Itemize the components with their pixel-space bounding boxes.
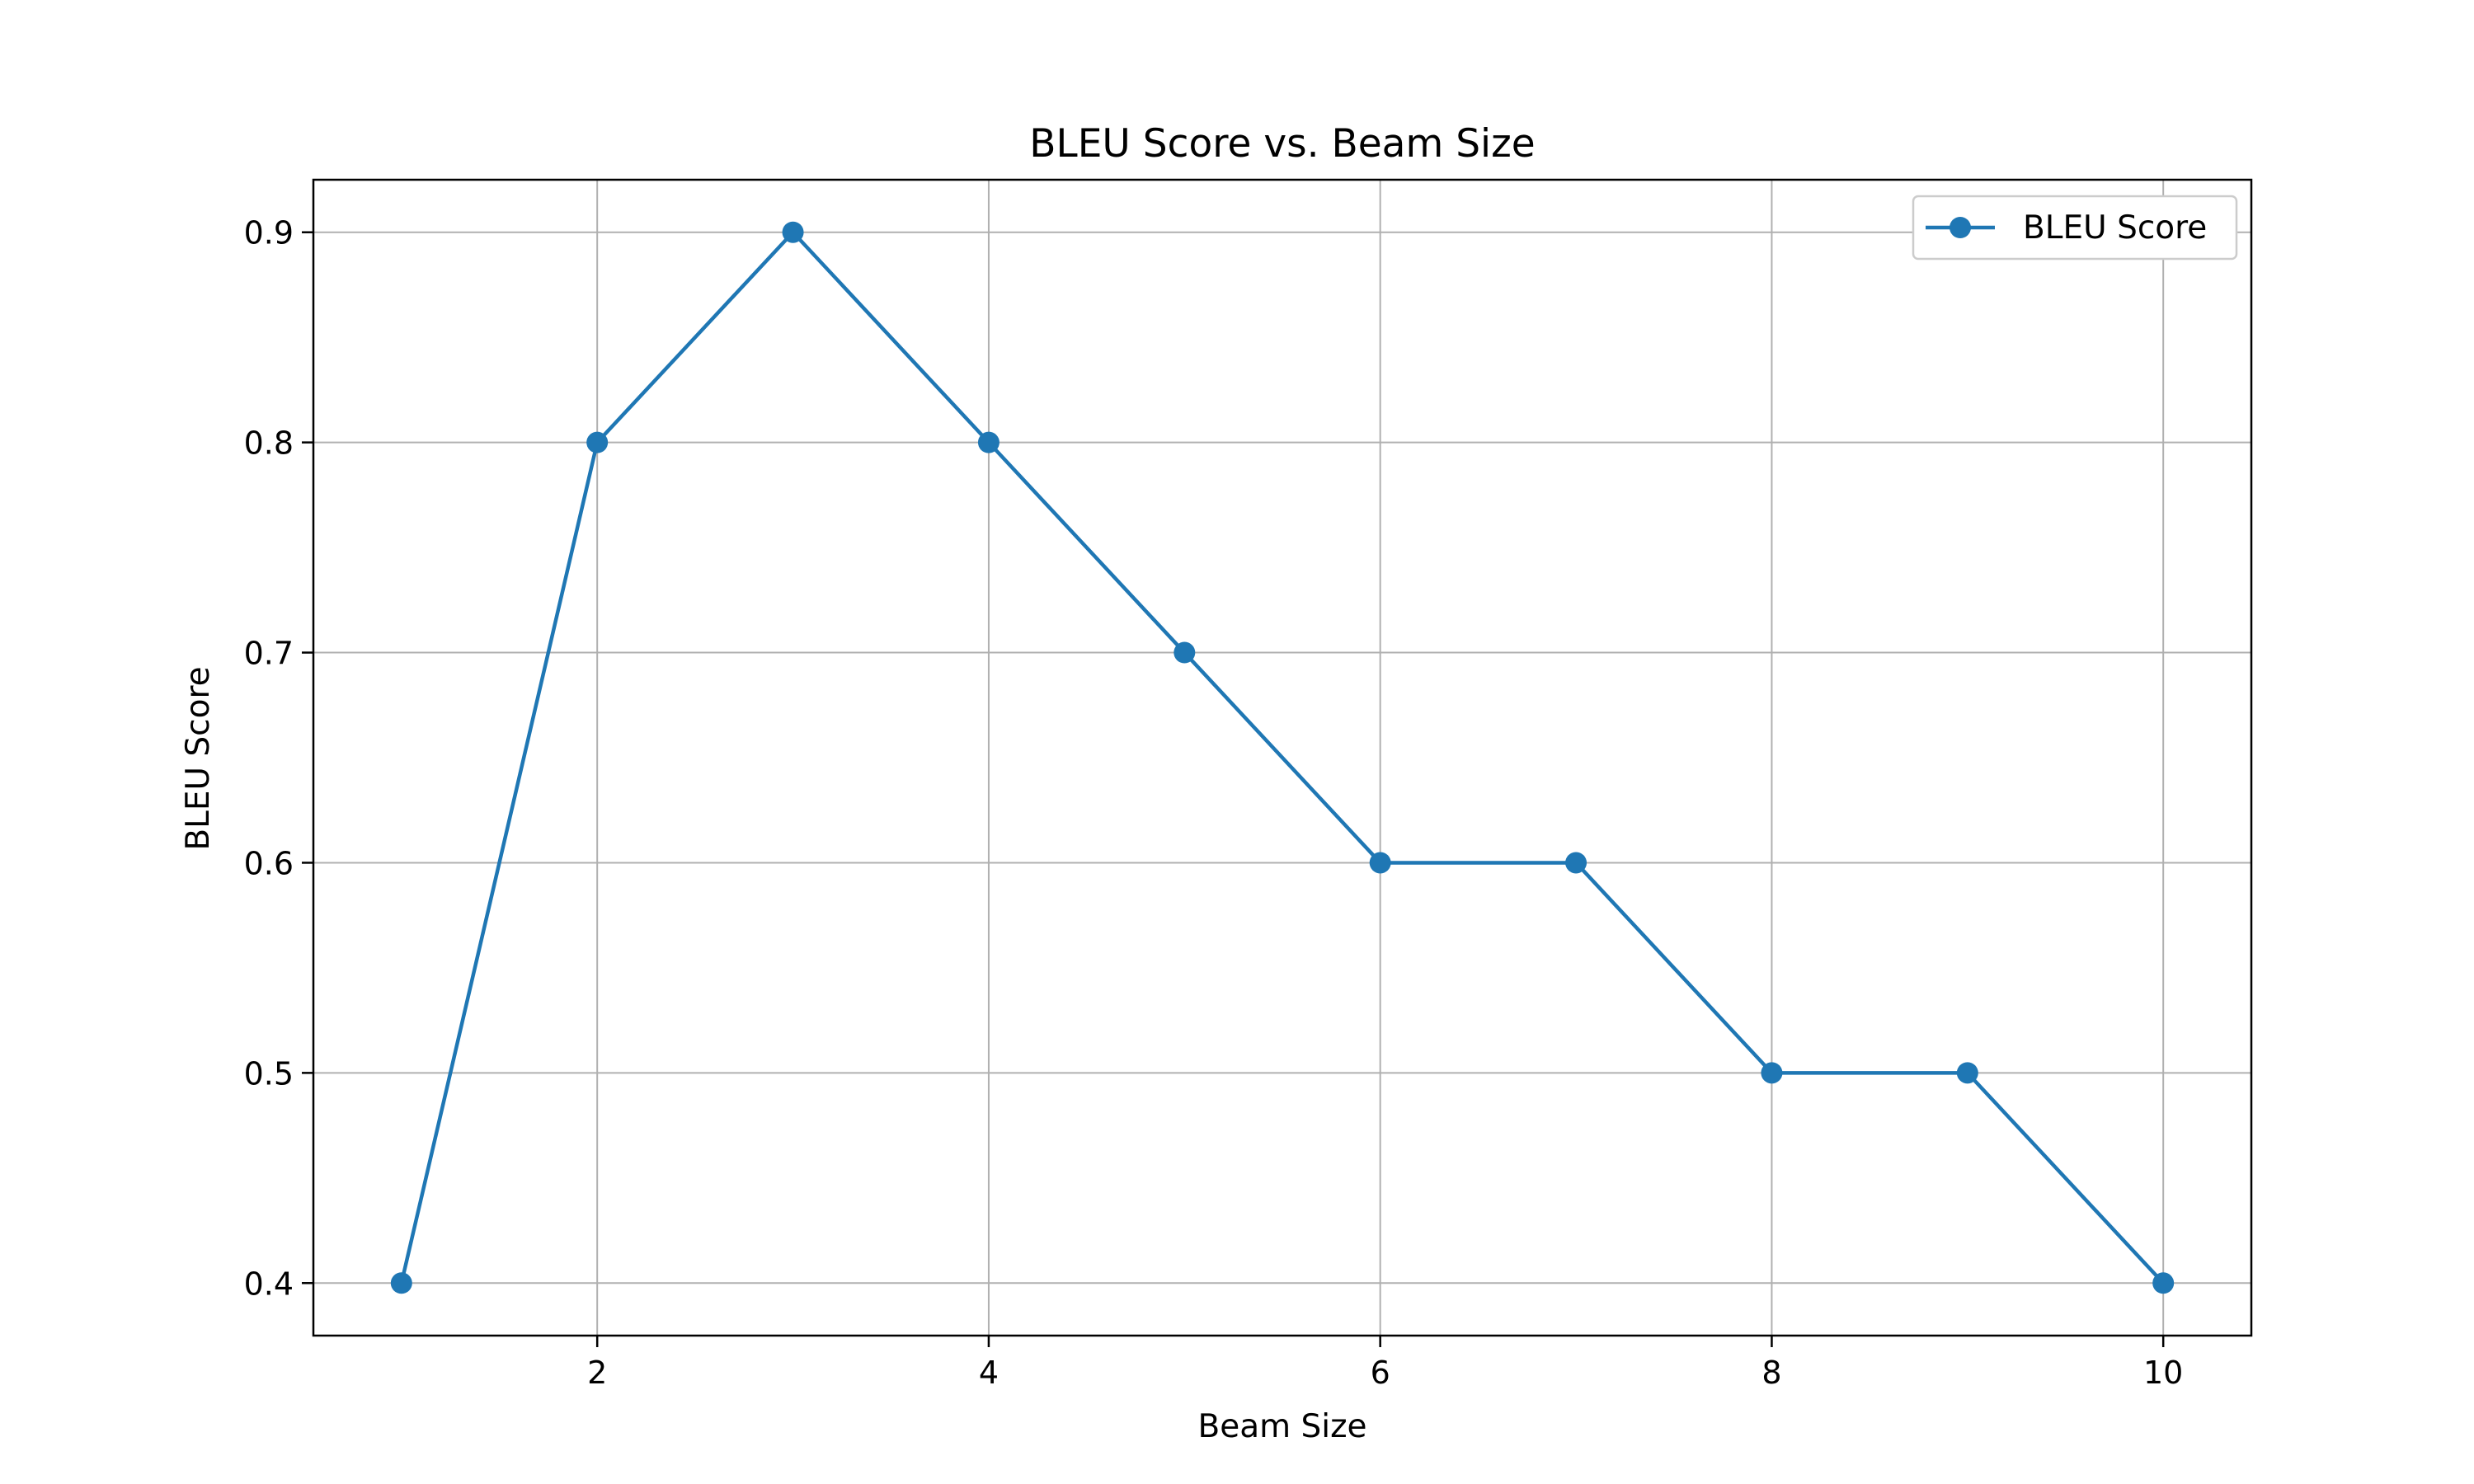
- x-tick-label: 6: [1371, 1355, 1390, 1391]
- x-tick-label: 8: [1761, 1355, 1781, 1391]
- data-point: [1369, 852, 1391, 874]
- series-layer: [390, 221, 2175, 1294]
- x-axis-title: Beam Size: [1197, 1408, 1366, 1445]
- x-tick-label: 4: [979, 1355, 999, 1391]
- y-tick-label: 0.5: [244, 1055, 294, 1092]
- legend-label: BLEU Score: [2023, 209, 2207, 247]
- y-tick-label: 0.8: [244, 425, 294, 462]
- y-axis-title: BLEU Score: [180, 666, 217, 850]
- axis-ticks: 2 4 6 8 10 0.4 0.5 0.6 0.7 0.8 0.9: [244, 215, 2184, 1391]
- x-tick-label: 10: [2143, 1355, 2183, 1391]
- data-point: [782, 221, 804, 243]
- y-tick-label: 0.6: [244, 845, 294, 881]
- data-point: [390, 1272, 412, 1294]
- data-point: [586, 431, 609, 453]
- data-point: [977, 431, 999, 453]
- series-line: [399, 230, 2165, 1284]
- data-point: [1565, 852, 1587, 874]
- legend-box: [1912, 195, 2238, 261]
- legend-marker-swatch: [1950, 217, 1971, 238]
- chart-title: BLEU Score vs. Beam Size: [1029, 121, 1535, 167]
- data-point: [1761, 1062, 1783, 1084]
- data-point: [2152, 1272, 2175, 1294]
- x-tick-label: 2: [587, 1355, 607, 1391]
- y-tick-label: 0.9: [244, 215, 294, 251]
- legend: BLEU Score: [1912, 195, 2238, 261]
- data-point: [1174, 641, 1196, 664]
- plot-frame: [312, 178, 2253, 1337]
- y-tick-label: 0.4: [244, 1266, 294, 1302]
- data-point: [1956, 1062, 1978, 1084]
- y-tick-label: 0.7: [244, 636, 294, 672]
